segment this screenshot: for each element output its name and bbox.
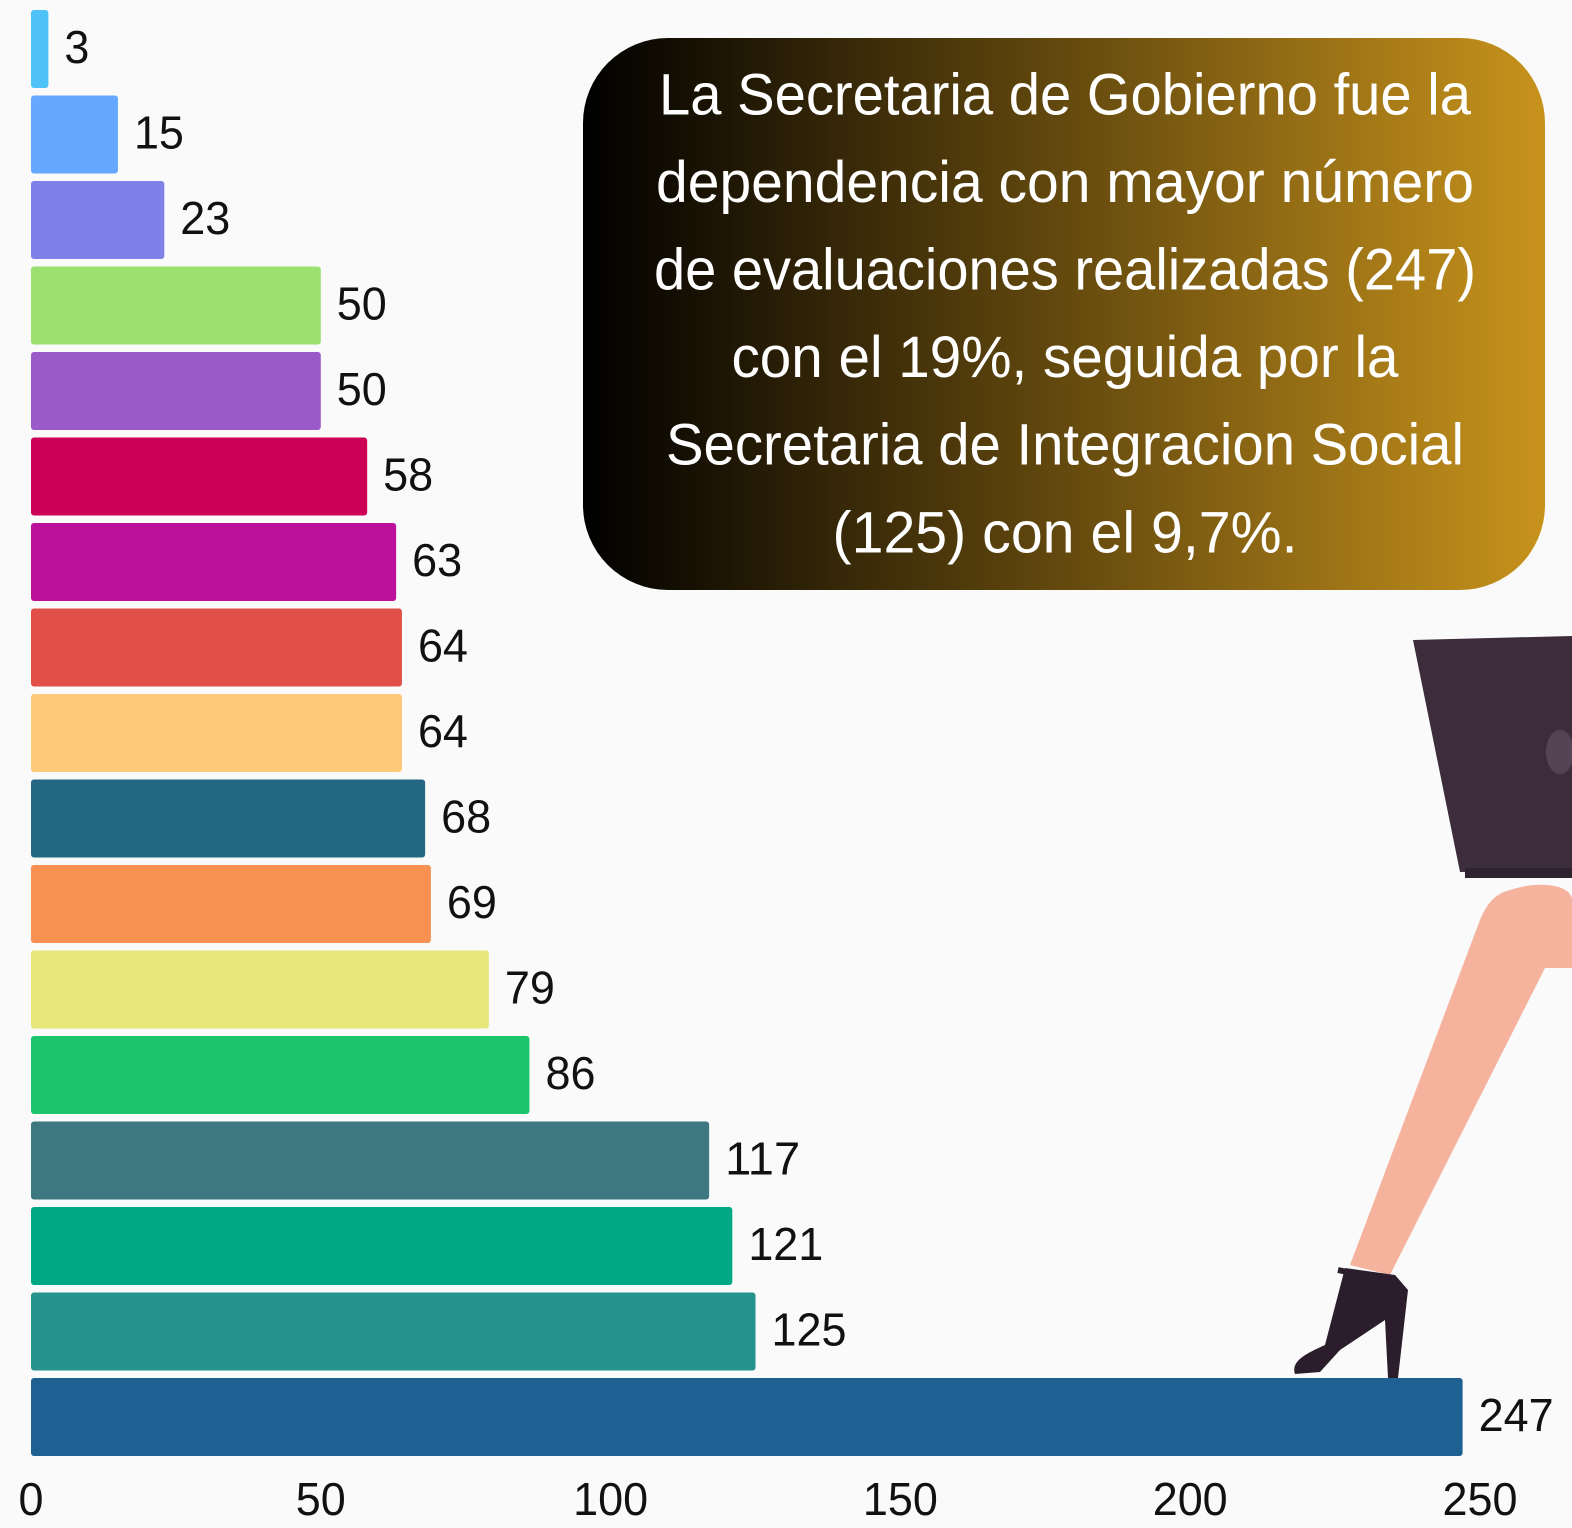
- bar: [31, 1036, 530, 1114]
- bar: [31, 437, 368, 516]
- value-label: 125: [772, 1304, 847, 1356]
- value-label: 64: [418, 620, 468, 672]
- bar: [31, 181, 165, 259]
- bar: [31, 1121, 710, 1200]
- annotation-line: (125) con el 9,7%.: [833, 500, 1298, 565]
- x-tick-label: 250: [1443, 1473, 1518, 1525]
- value-label: 58: [383, 449, 433, 501]
- annotation-line: con el 19%, seguida por la: [732, 325, 1400, 390]
- bar: [31, 1292, 756, 1371]
- bar: [31, 266, 321, 345]
- x-tick-label: 0: [19, 1473, 44, 1525]
- x-tick-label: 50: [296, 1473, 346, 1525]
- bar: [31, 779, 426, 858]
- bar: [31, 95, 118, 174]
- value-label: 68: [441, 791, 491, 843]
- value-label: 86: [545, 1047, 595, 1099]
- bar: [31, 608, 402, 687]
- bar: [31, 865, 431, 943]
- annotation-box: [583, 38, 1545, 590]
- bar: [31, 1378, 1463, 1456]
- annotation-line: de evaluaciones realizadas (247): [654, 238, 1476, 303]
- value-label: 121: [748, 1218, 823, 1270]
- value-label: 50: [337, 278, 387, 330]
- bar: [31, 694, 402, 772]
- bar: [31, 1207, 733, 1285]
- x-tick-label: 200: [1153, 1473, 1228, 1525]
- value-label: 63: [412, 534, 462, 586]
- annotation-line: La Secretaria de Gobierno fue la: [659, 62, 1472, 127]
- value-label: 79: [505, 962, 555, 1014]
- value-label: 117: [725, 1133, 800, 1185]
- illustration: [1294, 636, 1572, 1378]
- value-label: 3: [64, 21, 89, 73]
- x-tick-label: 150: [863, 1473, 938, 1525]
- bar: [31, 950, 489, 1029]
- bar: [31, 352, 321, 430]
- annotation-line: Secretaria de Integracion Social: [666, 413, 1464, 478]
- bar: [31, 10, 49, 88]
- value-label: 247: [1479, 1389, 1554, 1441]
- value-label: 69: [447, 876, 497, 928]
- value-label: 64: [418, 705, 468, 757]
- value-label: 50: [337, 363, 387, 415]
- value-label: 23: [180, 192, 230, 244]
- x-tick-label: 100: [573, 1473, 648, 1525]
- bar: [31, 523, 397, 601]
- value-label: 15: [134, 107, 184, 159]
- annotation-line: dependencia con mayor número: [656, 150, 1474, 215]
